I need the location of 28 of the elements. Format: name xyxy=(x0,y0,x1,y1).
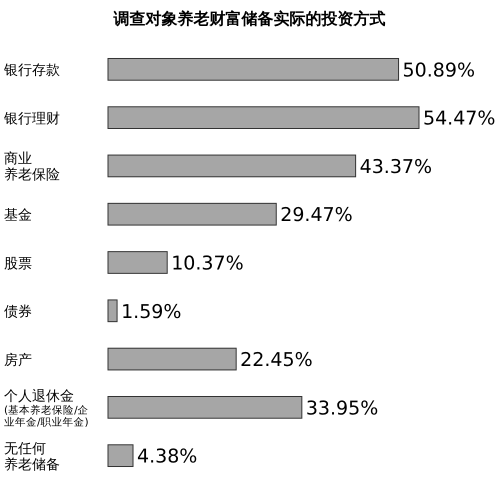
bar xyxy=(108,444,134,468)
data-label: 50.89% xyxy=(402,59,476,82)
y-tick-label: 无任何养老储备 xyxy=(4,440,60,473)
bar xyxy=(108,299,118,322)
y-tick-label: 债券 xyxy=(4,304,32,320)
y-tick-label: 银行理财 xyxy=(3,110,60,127)
data-label: 4.38% xyxy=(137,446,198,468)
y-tick-label: 房产 xyxy=(4,352,32,368)
data-label: 33.95% xyxy=(306,397,378,420)
chart-title: 调查对象养老财富储备实际的投资方式 xyxy=(112,9,386,28)
data-label: 54.47% xyxy=(423,108,496,130)
bar xyxy=(108,251,168,274)
bar xyxy=(108,348,237,370)
data-label: 22.45% xyxy=(240,349,313,372)
bar xyxy=(108,396,302,419)
y-tick-label: 股票 xyxy=(4,256,32,272)
bar xyxy=(108,58,400,81)
y-tick-label: 银行存款 xyxy=(3,62,60,79)
data-label: 43.37% xyxy=(360,156,432,178)
bar xyxy=(108,154,356,178)
bar xyxy=(108,106,420,129)
data-label: 29.47% xyxy=(280,204,353,226)
y-tick-label: 基金 xyxy=(4,207,32,224)
bar xyxy=(108,202,277,226)
data-label: 1.59% xyxy=(121,300,182,323)
y-tick-label: 商业养老保险 xyxy=(4,151,60,184)
data-label: 10.37% xyxy=(171,252,244,274)
y-tick-label: 个人退休金(基本养老保险/企业年金/职业年金) xyxy=(4,388,89,428)
